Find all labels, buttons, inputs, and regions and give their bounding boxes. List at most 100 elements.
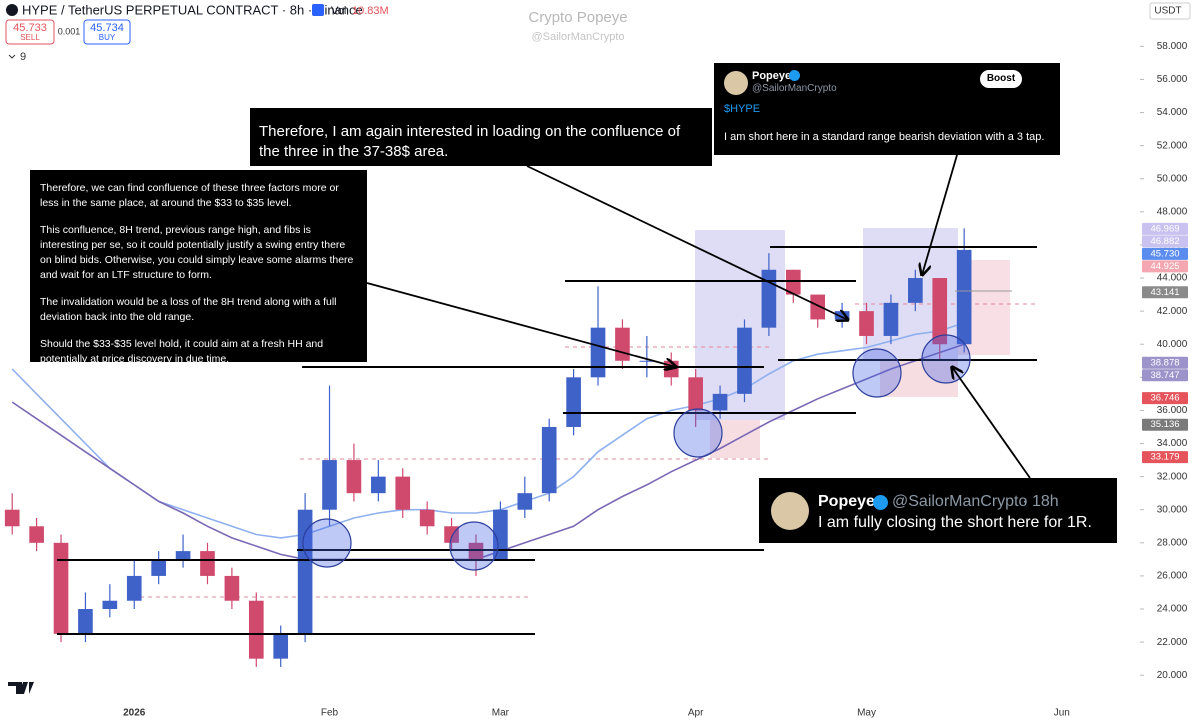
tweet-card[interactable]: Popeye @SailorManCrypto · 18h I am fully… — [759, 478, 1117, 543]
price-tag — [1142, 247, 1188, 260]
avatar — [771, 492, 809, 530]
candle-body — [541, 426, 557, 494]
arrow — [366, 282, 676, 367]
y-tick-label: 34.000 — [1157, 438, 1188, 449]
candle-body — [151, 559, 166, 576]
y-tick-label: 36.000 — [1157, 405, 1188, 416]
candle-body — [419, 509, 435, 527]
plot — [4, 228, 972, 667]
candle-body — [102, 600, 118, 610]
candle-body — [493, 509, 508, 560]
circles — [302, 334, 971, 571]
symbol: HYPE / TetherUS PERPETUAL CONTRACT · 8h … — [22, 2, 363, 17]
y-tick-label: 32.000 — [1157, 471, 1188, 482]
price-tag — [1142, 222, 1188, 235]
y-tick-label: 28.000 — [1157, 537, 1188, 548]
candle-body — [883, 302, 899, 336]
candle-body — [590, 327, 606, 378]
arrows — [366, 154, 1031, 479]
x-tick-label: Feb — [321, 708, 339, 719]
avatar — [724, 71, 748, 95]
spread: 0.001 — [58, 26, 81, 36]
candle-body — [224, 575, 240, 601]
candle-body — [688, 377, 703, 411]
candle-body — [468, 542, 484, 560]
watermark-handle: @SailorManCrypto — [531, 31, 624, 43]
y-tick-label: 48.000 — [1157, 206, 1188, 217]
y-tick-label: 52.000 — [1157, 140, 1188, 151]
sell-price[interactable]: 45.733 — [13, 22, 47, 34]
y-tick-label: 20.000 — [1157, 670, 1188, 681]
candle-body — [395, 476, 411, 510]
chevron[interactable] — [8, 54, 16, 59]
price-tag-label: 38.747 — [1150, 370, 1179, 381]
sell-label[interactable]: SELL — [20, 33, 40, 42]
moving-average — [11, 321, 965, 539]
candle-body — [29, 526, 44, 543]
x-tick-label: Mar — [492, 708, 510, 719]
tweet-text: I am short here in a standard range bear… — [724, 131, 1045, 143]
y-tick-label: 26.000 — [1157, 571, 1188, 582]
note-box: Therefore, I am again interested in load… — [250, 108, 712, 166]
vol-label: Vol — [331, 5, 346, 17]
tweet-handle: @SailorManCrypto — [752, 83, 837, 94]
tv-logo — [8, 682, 34, 694]
candle-body — [712, 393, 728, 411]
x-tick-label: 2026 — [123, 708, 146, 719]
y-tick-label: 22.000 — [1157, 637, 1188, 648]
zone-circle — [852, 348, 902, 398]
candle-body — [810, 294, 826, 320]
sell-button[interactable] — [5, 19, 55, 45]
x-tick-label: Apr — [688, 708, 704, 719]
tweet-ticker[interactable]: $HYPE — [724, 103, 761, 115]
tweet-card[interactable]: Popeye @SailorManCrypto Boost $HYPE I am… — [714, 63, 1060, 155]
currency[interactable]: USDT — [1154, 6, 1181, 17]
boost-button[interactable]: Boost — [980, 70, 1022, 88]
y-tick-label: 56.000 — [1157, 74, 1188, 85]
candle-body — [53, 542, 69, 634]
x-tick-label: Jun — [1054, 708, 1070, 719]
drawings-front — [57, 154, 1037, 635]
candle-body — [126, 575, 142, 601]
candle-body — [761, 269, 777, 328]
candle-body — [297, 509, 313, 634]
y-tick-label: 40.000 — [1157, 339, 1188, 350]
buy-price[interactable]: 45.734 — [90, 22, 124, 34]
candle-body — [78, 609, 93, 634]
candle-body — [663, 360, 679, 378]
candle-body — [517, 493, 533, 510]
candle-body — [346, 460, 362, 494]
tweet-name: Popeye — [752, 70, 792, 82]
price-tag — [1142, 392, 1188, 405]
price-tag — [1142, 418, 1188, 431]
zone-circle — [673, 408, 723, 458]
candle-body — [785, 269, 801, 295]
verified-badge — [873, 495, 888, 510]
arrow — [922, 154, 958, 275]
indicator-count[interactable]: 9 — [20, 51, 26, 63]
note-box: Therefore, we can find confluence of the… — [30, 170, 367, 365]
candle-body — [248, 600, 264, 659]
watermark-title: Crypto Popeye — [528, 9, 627, 26]
moving-average — [11, 343, 965, 561]
axes: 20.000 22.000 24.000 26.000 28.000 30.000 32.0… — [123, 41, 1188, 719]
vol-value: 10.83M — [352, 5, 389, 17]
arrow — [952, 367, 1031, 479]
y-tick-label: 50.000 — [1157, 173, 1188, 184]
y-tick-label: 30.000 — [1157, 504, 1188, 515]
symbol-icon — [6, 4, 18, 16]
zone-circle — [921, 334, 971, 384]
price-tag-label: 36.746 — [1150, 393, 1179, 404]
buy-label[interactable]: BUY — [99, 33, 116, 42]
currency-box[interactable] — [1149, 2, 1191, 20]
candle-body — [639, 360, 655, 362]
buy-button[interactable] — [83, 19, 131, 45]
zone-circle — [449, 521, 499, 571]
note-paragraph: Therefore, we can find confluence of the… — [40, 182, 339, 209]
price-tag — [1142, 369, 1188, 382]
candle-body — [566, 377, 581, 427]
candle-body — [737, 327, 752, 394]
candle-body — [322, 460, 337, 510]
price-tag-label: 43.141 — [1150, 287, 1179, 298]
